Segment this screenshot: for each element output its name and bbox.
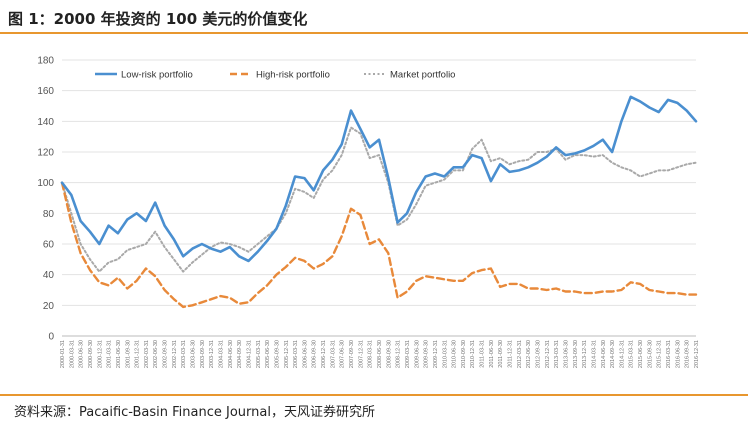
x-tick-label: 2003-09-30: [200, 340, 206, 368]
x-tick-label: 2012-06-30: [526, 340, 532, 368]
x-tick-label: 2002-12-31: [172, 340, 178, 368]
x-tick-label: 2006-09-30: [312, 340, 318, 368]
x-tick-label: 2012-12-31: [545, 340, 551, 368]
y-tick-label: 20: [43, 301, 55, 312]
y-tick-label: 160: [37, 86, 54, 97]
x-tick-label: 2002-03-31: [144, 340, 150, 368]
y-tick-label: 40: [43, 270, 55, 281]
x-tick-label: 2001-09-30: [125, 340, 131, 368]
x-tick-label: 2000-09-30: [88, 340, 94, 368]
x-tick-label: 2007-03-31: [330, 340, 336, 368]
x-tick-label: 2005-03-31: [256, 340, 262, 368]
x-tick-label: 2013-12-31: [582, 340, 588, 368]
y-tick-label: 80: [43, 209, 55, 220]
source-divider: [0, 394, 748, 396]
x-tick-label: 2011-03-31: [480, 340, 486, 368]
x-axis: 2000-01-31 2000-03-31 2000-06-30 2000-09-30…: [60, 340, 700, 368]
x-tick-label: 2009-12-31: [433, 340, 439, 368]
x-tick-label: 2003-06-30: [191, 340, 197, 368]
x-tick-label: 2000-01-31: [60, 340, 66, 368]
series-line-dotted: [61, 126, 697, 273]
series-lines: [60, 95, 698, 309]
x-tick-label: 2001-06-30: [116, 340, 122, 368]
x-tick-label: 2013-03-31: [554, 340, 560, 368]
legend-label: Low-risk portfolio: [121, 70, 193, 81]
x-tick-label: 2012-09-30: [536, 340, 542, 368]
x-tick-label: 2016-03-31: [666, 340, 672, 368]
x-tick-label: 2007-12-31: [358, 340, 364, 368]
x-tick-label: 2005-06-30: [265, 340, 271, 368]
x-tick-label: 2002-06-30: [153, 340, 159, 368]
x-tick-label: 2005-12-31: [284, 340, 290, 368]
x-tick-label: 2004-03-31: [219, 340, 225, 368]
x-tick-label: 2006-12-31: [321, 340, 327, 368]
x-tick-label: 2014-03-31: [591, 340, 597, 368]
x-tick-label: 2010-12-31: [470, 340, 476, 368]
x-tick-label: 2000-12-31: [97, 340, 103, 368]
x-tick-label: 2010-06-30: [452, 340, 458, 368]
x-tick-label: 2001-12-31: [135, 340, 141, 368]
x-tick-label: 2006-03-31: [293, 340, 299, 368]
series-line-dashed: [60, 181, 698, 309]
x-tick-label: 2014-12-31: [619, 340, 625, 368]
x-tick-label: 2012-03-31: [517, 340, 523, 368]
series-line-solid: [60, 95, 698, 263]
x-tick-label: 2016-12-31: [694, 340, 700, 368]
y-tick-label: 180: [37, 56, 54, 67]
x-tick-label: 2014-09-30: [610, 340, 616, 368]
y-tick-label: 100: [37, 178, 54, 189]
figure-title: 图 1：2000 年投资的 100 美元的价值变化: [8, 10, 308, 28]
y-tick-label: 140: [37, 117, 54, 128]
title-divider: [0, 32, 748, 34]
y-axis: 0 20 40 60 80 100 120 140 160 180: [37, 56, 54, 343]
x-tick-label: 2009-06-30: [414, 340, 420, 368]
x-tick-label: 2013-06-30: [563, 340, 569, 368]
x-tick-label: 2005-09-30: [274, 340, 280, 368]
x-tick-label: 2008-03-31: [368, 340, 374, 368]
y-tick-label: 0: [48, 332, 54, 343]
x-tick-label: 2014-06-30: [601, 340, 607, 368]
x-tick-label: 2001-03-31: [107, 340, 113, 368]
x-tick-label: 2013-09-30: [573, 340, 579, 368]
x-tick-label: 2011-12-31: [508, 340, 514, 368]
x-tick-label: 2004-09-30: [237, 340, 243, 368]
x-tick-label: 2003-12-31: [209, 340, 215, 368]
x-tick-label: 2015-09-30: [647, 340, 653, 368]
x-tick-label: 2000-03-31: [69, 340, 75, 368]
y-tick-label: 120: [37, 148, 54, 159]
x-tick-label: 2008-12-31: [396, 340, 402, 368]
x-tick-label: 2006-06-30: [302, 340, 308, 368]
source-note: 资料来源：Pacaific-Basin Finance Journal，天风证券…: [14, 405, 375, 420]
x-tick-label: 2000-06-30: [79, 340, 85, 368]
x-tick-label: 2009-03-31: [405, 340, 411, 368]
x-tick-label: 2009-09-30: [424, 340, 430, 368]
legend-label: High-risk portfolio: [256, 70, 330, 81]
legend-label: Market portfolio: [390, 70, 455, 81]
x-tick-label: 2011-09-30: [498, 340, 504, 368]
x-tick-label: 2010-09-30: [461, 340, 467, 368]
legend: Low-risk portfolio High-risk portfolio Mar…: [95, 70, 455, 81]
gridlines: [62, 59, 696, 337]
x-tick-label: 2008-06-30: [377, 340, 383, 368]
x-tick-label: 2007-09-30: [349, 340, 355, 368]
x-tick-label: 2004-12-31: [246, 340, 252, 368]
x-tick-label: 2008-09-30: [386, 340, 392, 368]
x-tick-label: 2004-06-30: [228, 340, 234, 368]
x-tick-label: 2010-03-31: [442, 340, 448, 368]
x-tick-label: 2015-12-31: [657, 340, 663, 368]
x-tick-label: 2002-09-30: [163, 340, 169, 368]
x-tick-label: 2003-03-31: [181, 340, 187, 368]
x-tick-label: 2011-06-30: [489, 340, 495, 368]
x-tick-label: 2015-06-30: [638, 340, 644, 368]
x-tick-label: 2007-06-30: [340, 340, 346, 368]
x-tick-label: 2016-06-30: [675, 340, 681, 368]
y-tick-label: 60: [43, 240, 55, 251]
x-tick-label: 2016-09-30: [685, 340, 691, 368]
x-tick-label: 2015-03-31: [629, 340, 635, 368]
